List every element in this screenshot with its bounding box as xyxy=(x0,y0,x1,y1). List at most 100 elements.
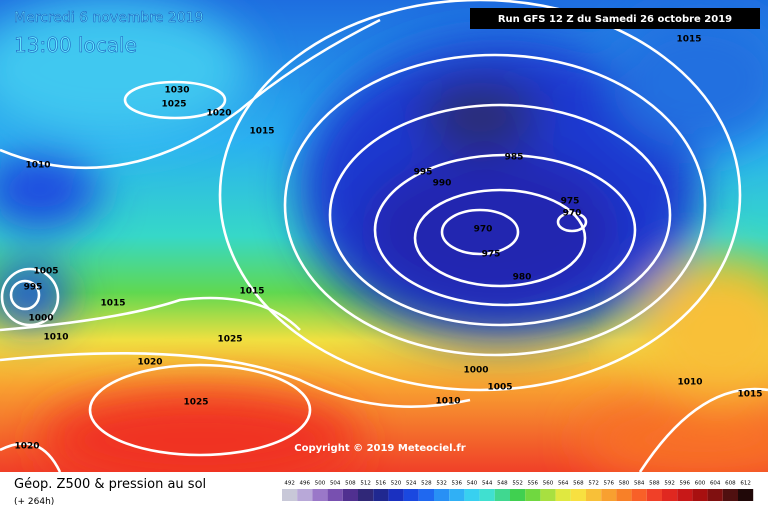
scale-swatch xyxy=(525,489,541,501)
scale-swatch xyxy=(373,489,389,501)
scale-swatch xyxy=(662,489,678,501)
isobar-label: 1010 xyxy=(25,161,50,171)
scale-label: 508 xyxy=(345,481,356,487)
scale-label: 600 xyxy=(695,481,706,487)
isobar-label: 995 xyxy=(414,168,433,178)
lead-time: (+ 264h) xyxy=(14,497,54,507)
scale-label: 524 xyxy=(406,481,417,487)
scale-swatch xyxy=(722,489,738,501)
isobar-label: 1020 xyxy=(206,109,231,119)
scale-swatch xyxy=(494,489,510,501)
isobar-label: 970 xyxy=(563,209,582,219)
scale-label: 592 xyxy=(664,481,675,487)
scale-swatch xyxy=(312,489,328,501)
isobar-label: 1030 xyxy=(164,86,189,96)
isobar-label: 1015 xyxy=(676,35,701,45)
scale-swatch xyxy=(403,489,419,501)
scale-label: 504 xyxy=(330,481,341,487)
isobar-label: 990 xyxy=(433,179,452,189)
isobar-label: 1010 xyxy=(435,397,460,407)
scale-swatch xyxy=(540,489,556,501)
scale-label: 516 xyxy=(376,481,387,487)
scale-label: 608 xyxy=(725,481,736,487)
scale-swatch xyxy=(479,489,495,501)
scale-label: 532 xyxy=(436,481,447,487)
scale-swatch xyxy=(555,489,571,501)
scale-swatch xyxy=(707,489,723,501)
scale-label: 548 xyxy=(497,481,508,487)
scale-label: 496 xyxy=(300,481,311,487)
scale-label: 596 xyxy=(680,481,691,487)
scale-label: 588 xyxy=(649,481,660,487)
scale-swatch xyxy=(510,489,526,501)
scale-swatch xyxy=(631,489,647,501)
copyright: Copyright © 2019 Meteociel.fr xyxy=(294,443,465,454)
scale-label: 492 xyxy=(284,481,295,487)
scale-swatch xyxy=(616,489,632,501)
scale-swatch xyxy=(692,489,708,501)
isobar-label: 1000 xyxy=(463,366,488,376)
scale-label: 576 xyxy=(604,481,615,487)
scale-label: 568 xyxy=(573,481,584,487)
scale-label: 528 xyxy=(421,481,432,487)
isobar-label: 1020 xyxy=(137,358,162,368)
scale-label: 536 xyxy=(452,481,463,487)
scale-swatch xyxy=(586,489,602,501)
isobar-label: 1015 xyxy=(737,390,762,400)
scale-label: 512 xyxy=(360,481,371,487)
scale-label: 540 xyxy=(467,481,478,487)
run-box xyxy=(470,8,760,29)
scale-label: 584 xyxy=(634,481,645,487)
scale-label: 572 xyxy=(588,481,599,487)
scale-swatch xyxy=(738,489,754,501)
scale-label: 564 xyxy=(558,481,569,487)
isobar-label: 1010 xyxy=(43,333,68,343)
isobar-label: 1005 xyxy=(487,383,512,393)
scale-swatch xyxy=(327,489,343,501)
scale-label: 604 xyxy=(710,481,721,487)
isobar-label: 1020 xyxy=(14,442,39,452)
isobar-label: 1015 xyxy=(100,299,125,309)
isobar-label: 995 xyxy=(24,283,43,293)
scale-swatch xyxy=(358,489,374,501)
scale-label: 556 xyxy=(528,481,539,487)
run-info: Run GFS 12 Z du Samedi 26 octobre 2019 xyxy=(498,14,732,25)
isobar-label: 980 xyxy=(513,273,532,283)
forecast-time: 13:00 locale xyxy=(14,33,137,57)
footer-title: Géop. Z500 & pression au sol xyxy=(14,477,206,492)
scale-swatch xyxy=(570,489,586,501)
isobar-label: 985 xyxy=(505,153,524,163)
isobar-label: 1015 xyxy=(249,127,274,137)
scale-swatch xyxy=(677,489,693,501)
isobar-label: 1025 xyxy=(217,335,242,345)
scale-label: 612 xyxy=(740,481,751,487)
scale-swatch xyxy=(388,489,404,501)
scale-swatch xyxy=(449,489,465,501)
background xyxy=(0,0,768,472)
scale-label: 520 xyxy=(391,481,402,487)
scale-swatch xyxy=(646,489,662,501)
scale-swatch xyxy=(464,489,480,501)
isobar-label: 975 xyxy=(561,197,580,207)
scale-swatch xyxy=(601,489,617,501)
isobar-label: 975 xyxy=(482,250,501,260)
scale-swatch xyxy=(418,489,434,501)
isobar-label: 1000 xyxy=(28,314,53,324)
isobar-label: 970 xyxy=(474,225,493,235)
scale-swatch xyxy=(297,489,313,501)
scale-label: 552 xyxy=(512,481,523,487)
scale-label: 500 xyxy=(315,481,326,487)
isobar-label: 1025 xyxy=(183,398,208,408)
scale-swatch xyxy=(282,489,298,501)
scale-swatch xyxy=(342,489,358,501)
isobars xyxy=(0,0,768,472)
isobar-label: 1010 xyxy=(677,378,702,388)
scale-swatch xyxy=(434,489,450,501)
isobar-label: 1005 xyxy=(33,267,58,277)
isobar-label: 1025 xyxy=(161,100,186,110)
isobar-label: 1015 xyxy=(239,287,264,297)
scale-label: 560 xyxy=(543,481,554,487)
scale-label: 580 xyxy=(619,481,630,487)
scale-label: 544 xyxy=(482,481,493,487)
